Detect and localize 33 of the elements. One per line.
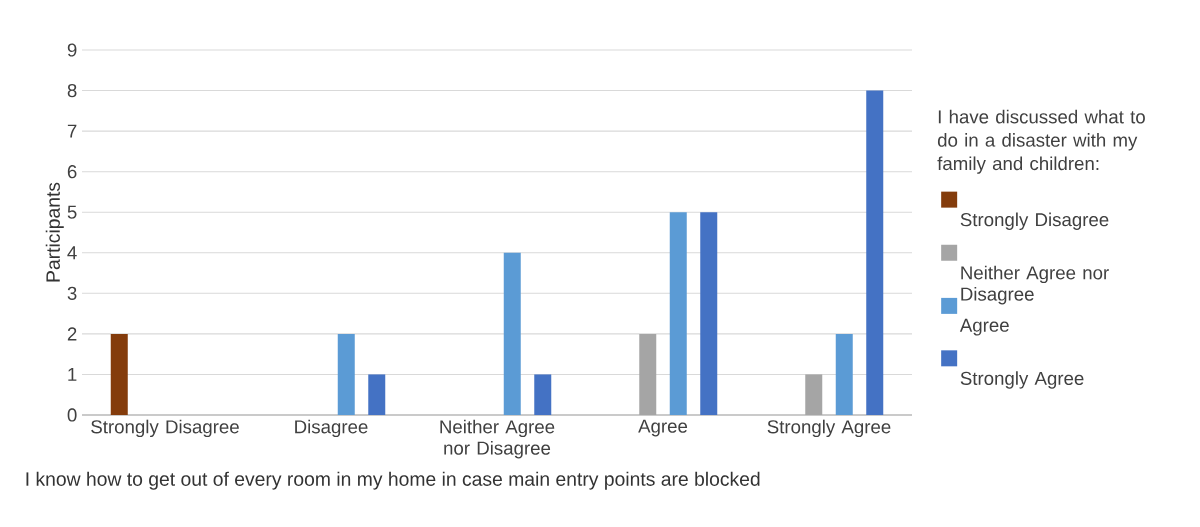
x-axis-title: I know how to get out of every room in my home in case main entry points are blocked bbox=[26, 471, 760, 490]
bar bbox=[805, 374, 823, 415]
bar bbox=[110, 333, 128, 415]
y-axis-title: Participants bbox=[45, 182, 64, 282]
bar bbox=[669, 212, 687, 415]
x-tick-label: Agree bbox=[638, 419, 688, 437]
y-tick-label: 6 bbox=[67, 165, 77, 179]
y-tick-label: 0 bbox=[67, 408, 77, 422]
y-tick-label: 5 bbox=[67, 205, 77, 219]
x-tick-label: Neither Agree nor Disagree bbox=[440, 419, 555, 459]
bar bbox=[639, 333, 657, 415]
y-tick-label: 9 bbox=[67, 43, 77, 57]
bar bbox=[368, 374, 386, 415]
x-tick-label: Strongly Agree bbox=[767, 419, 891, 438]
bar bbox=[337, 333, 355, 415]
bar bbox=[534, 374, 552, 415]
bar bbox=[503, 252, 521, 415]
bar bbox=[835, 333, 853, 415]
y-tick-label: 1 bbox=[68, 368, 77, 381]
x-tick-label: Disagree bbox=[295, 419, 368, 438]
legend-title: I have discussed what to do in a disaster with my family and children: bbox=[937, 109, 1145, 174]
y-tick-label: 4 bbox=[67, 246, 77, 260]
y-tick-label: 7 bbox=[67, 124, 77, 138]
bar bbox=[700, 212, 718, 415]
legend-label: Strongly Disagree bbox=[960, 212, 1109, 230]
legend-label: Neither Agree nor Disagree bbox=[961, 265, 1109, 305]
legend-label: Agree bbox=[959, 318, 1009, 336]
y-tick-label: 3 bbox=[67, 286, 77, 300]
y-tick-label: 8 bbox=[67, 83, 77, 98]
legend-label: Strongly Agree bbox=[960, 371, 1084, 389]
y-tick-label: 2 bbox=[67, 327, 77, 341]
x-tick-label: Strongly Disagree bbox=[91, 419, 239, 438]
bar bbox=[866, 90, 884, 415]
